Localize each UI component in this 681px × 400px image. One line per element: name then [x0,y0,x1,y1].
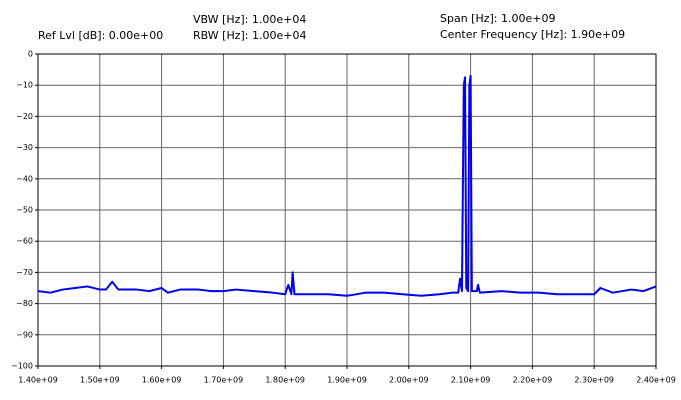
x-tick-label: 2.30e+09 [574,376,614,385]
y-tick-label: −60 [16,237,33,246]
x-tick-label: 1.40e+09 [18,376,58,385]
x-tick-label: 2.20e+09 [513,376,553,385]
ref-level: Ref Lvl [dB]: 0.00e+00 [38,29,163,42]
center-frequency: Center Frequency [Hz]: 1.90e+09 [440,28,625,41]
spectrum-line [37,74,657,297]
y-tick-label: −90 [16,330,33,339]
x-tick-label: 1.70e+09 [204,376,244,385]
x-tick-label: 2.40e+09 [636,376,676,385]
y-tick-label: −80 [16,299,33,308]
y-tick-label: −20 [16,112,33,121]
x-tick-label: 1.50e+09 [80,376,120,385]
x-tick-label: 2.00e+09 [389,376,429,385]
y-tick-label: −50 [16,206,33,215]
vbw: VBW [Hz]: 1.00e+04 [193,13,306,26]
x-tick-label: 1.80e+09 [265,376,305,385]
y-tick-label: −40 [16,174,33,183]
plot-frame [37,53,657,367]
x-tick-label: 2.10e+09 [451,376,491,385]
x-tick-label: 1.60e+09 [142,376,182,385]
y-tick-label: −100 [11,362,33,371]
y-tick-label: 0 [28,50,33,59]
y-tick-label: −30 [16,143,33,152]
y-tick-label: −70 [16,268,33,277]
y-tick-label: −10 [16,81,33,90]
span: Span [Hz]: 1.00e+09 [440,12,555,25]
x-tick-label: 1.90e+09 [327,376,367,385]
rbw: RBW [Hz]: 1.00e+04 [193,29,306,42]
